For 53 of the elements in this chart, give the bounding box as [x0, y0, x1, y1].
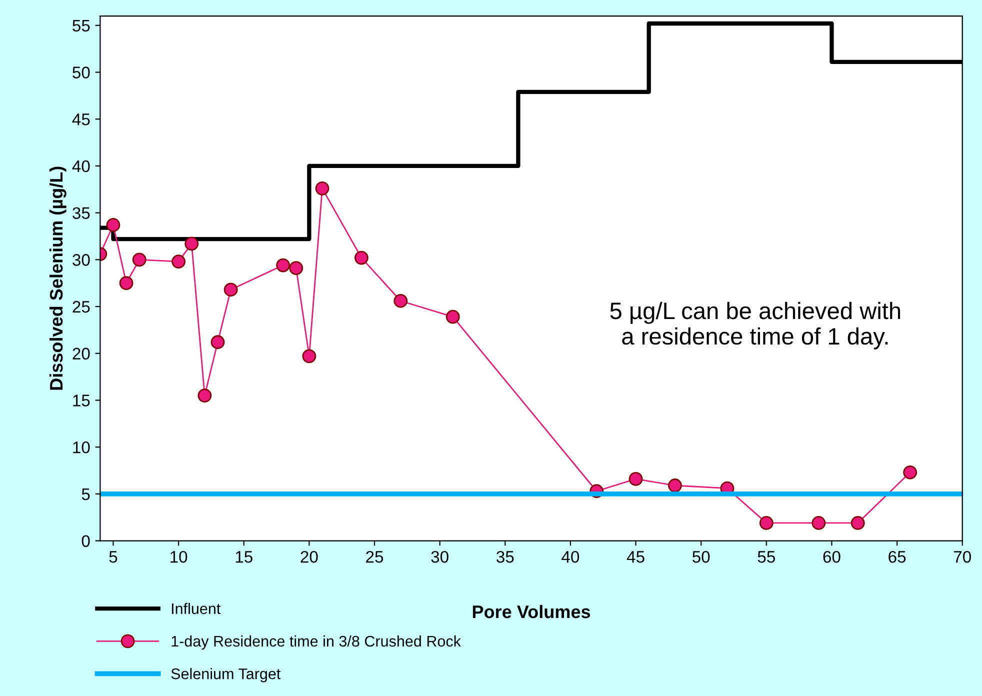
point [184, 236, 199, 251]
point [289, 261, 304, 276]
legend-label: Selenium Target [171, 668, 281, 682]
x-tick-label: 55 [758, 551, 775, 563]
x-tick-label: 35 [496, 550, 514, 563]
x-tick-label: 65 [888, 550, 906, 563]
y-axis-title: Dissolved Selenium (µg/L) [49, 166, 66, 390]
point [354, 250, 368, 265]
y-tick-label: 5 [82, 488, 90, 500]
y-tick-label: 10 [73, 441, 90, 454]
y-tick-label: 20 [72, 348, 90, 360]
point [276, 258, 290, 272]
x-tick-label: 15 [236, 551, 252, 563]
x-tick-label: 20 [300, 550, 318, 563]
legend-label: 1-day Residence time in 3/8 Crushed Rock [172, 635, 461, 650]
y-tick-label: 15 [73, 394, 90, 406]
x-tick-label: 30 [431, 550, 448, 563]
y-tick-label: 0 [82, 535, 90, 547]
y-tick-label: 25 [72, 300, 90, 313]
legend-label: Influent [172, 602, 221, 614]
y-tick-label: 35 [72, 207, 90, 220]
point [394, 294, 408, 308]
point [668, 478, 682, 492]
x-tick-label: 25 [366, 550, 384, 563]
point [119, 276, 134, 290]
y-tick-label: 55 [72, 20, 90, 32]
x-tick-label: 70 [954, 550, 971, 563]
point [850, 516, 865, 530]
x-tick-label: 50 [692, 550, 710, 563]
x-tick-label: 40 [562, 550, 580, 563]
x-axis-title: Pore Volumes [472, 604, 590, 618]
y-tick-label: 40 [72, 160, 90, 172]
y-tick-label: 45 [72, 114, 90, 126]
point [172, 254, 186, 268]
point [759, 516, 774, 530]
y-tick-label: 30 [72, 254, 90, 266]
point [628, 472, 643, 486]
point [903, 465, 918, 480]
point [302, 349, 316, 364]
y-tick-label: 50 [72, 66, 90, 78]
point [106, 218, 120, 232]
x-tick-label: 45 [626, 551, 644, 563]
point [198, 388, 212, 402]
annotation: 5 µg/L can be achieved with a residence time of 1 day. [610, 302, 900, 350]
point [446, 310, 460, 324]
point [210, 335, 225, 350]
x-tick-label: 60 [823, 550, 840, 563]
x-tick-label: 10 [170, 550, 188, 563]
point [812, 516, 826, 530]
x-tick-label: 5 [109, 551, 118, 563]
point [315, 181, 330, 196]
point [224, 282, 238, 297]
point [132, 252, 146, 267]
